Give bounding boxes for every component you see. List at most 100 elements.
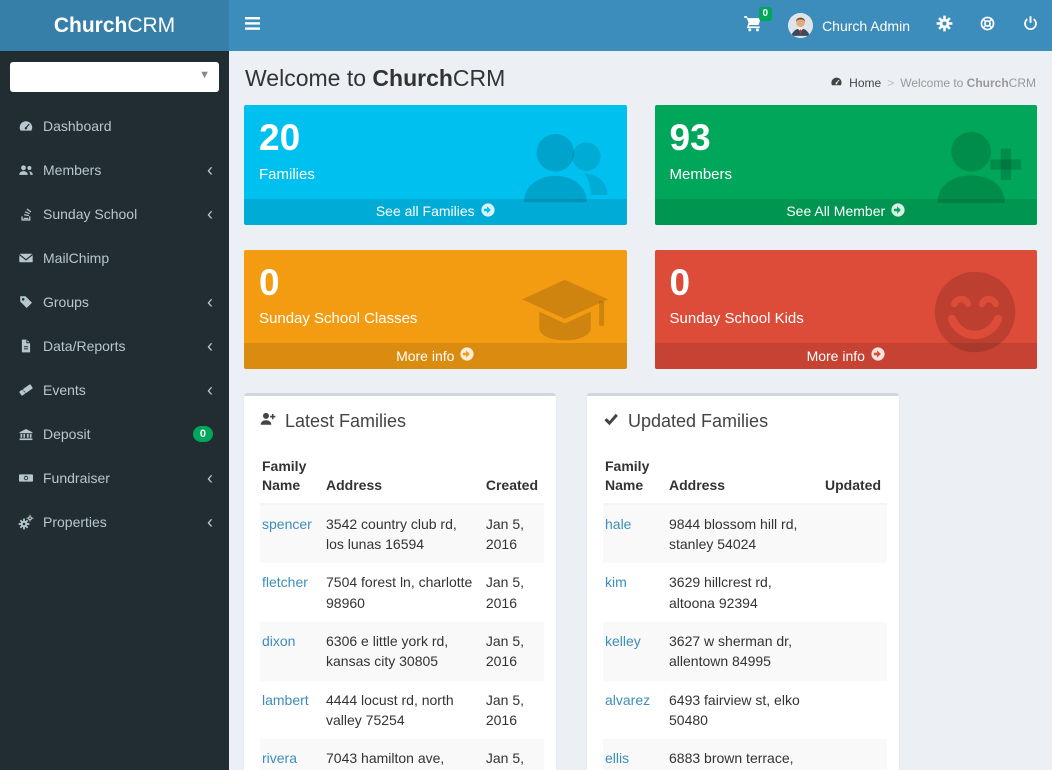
brand-light: CRM: [127, 13, 176, 37]
see-all-families-label: See all Families: [375, 203, 475, 220]
sidebar-item-label: Deposit: [43, 426, 91, 442]
chevron-left-icon: ‹: [207, 292, 213, 312]
breadcrumb-home-link[interactable]: Home: [849, 76, 882, 90]
sidebar-item-fundraiser[interactable]: Fundraiser ‹: [0, 456, 229, 500]
logout-button[interactable]: [1009, 0, 1052, 51]
families-count: 20: [259, 117, 301, 158]
table-row: kim 3629 hillcrest rd, altoona 92394: [603, 563, 887, 622]
table-row: ellis 6883 brown terrace, santa ana 4866…: [603, 739, 887, 770]
chevron-left-icon: ‹: [207, 380, 213, 400]
family-address: 3627 w sherman dr, allentown 84995: [669, 633, 792, 670]
arrow-circle-right-icon: [481, 202, 495, 220]
family-link[interactable]: rivera: [262, 750, 298, 767]
user-menu[interactable]: Church Admin: [775, 0, 923, 51]
deposit-count-badge: 0: [192, 426, 213, 442]
info-boxes: 20 Families See all Families 93 Members …: [244, 105, 1038, 370]
sidebar-item-mailchimp[interactable]: MailChimp: [0, 236, 229, 280]
sunday-school-kids-info-box: 0 Sunday School Kids More info: [654, 249, 1038, 370]
sidebar-item-groups[interactable]: Groups ‹: [0, 280, 229, 324]
chevron-left-icon: ‹: [207, 512, 213, 532]
navbar: 0 Church Admin: [229, 0, 1052, 51]
family-link[interactable]: kelley: [605, 633, 641, 650]
family-link[interactable]: hale: [605, 515, 632, 532]
dashboard-icon: [18, 118, 35, 134]
chevron-down-icon: ▼: [199, 69, 210, 81]
settings-button[interactable]: [923, 0, 966, 51]
page-title-prefix: Welcome to: [245, 65, 373, 91]
sunday-school-classes-label: Sunday School Classes: [259, 310, 418, 328]
column-header: Address: [667, 449, 823, 505]
family-address: 9844 blossom hill rd, stanley 54024: [669, 515, 798, 553]
family-link[interactable]: dixon: [262, 633, 296, 650]
sidebar-item-properties[interactable]: Properties ‹: [0, 500, 229, 544]
sidebar-item-events[interactable]: Events ‹: [0, 368, 229, 412]
family-link[interactable]: spencer: [262, 515, 312, 532]
sidebar-item-deposit[interactable]: Deposit 0: [0, 412, 229, 456]
family-created: Jan 5, 2016: [485, 691, 524, 728]
family-link[interactable]: alvarez: [605, 691, 651, 708]
gear-icon: [936, 15, 953, 37]
sunday-school-kids-inner: 0 Sunday School Kids: [655, 250, 1038, 344]
family-created: Jan 5, 2016: [485, 633, 524, 670]
table-row: hale 9844 blossom hill rd, stanley 54024: [603, 503, 887, 564]
sidebar-item-dashboard[interactable]: Dashboard: [0, 104, 229, 148]
family-link[interactable]: lambert: [262, 691, 309, 708]
sunday-school-kids-more-info-link[interactable]: More info: [654, 343, 1037, 370]
family-address: 7504 forest ln, charlotte 98960: [326, 574, 473, 611]
family-link[interactable]: kim: [605, 574, 627, 591]
latest-families-body: Family Name Address Created spencer 3542…: [244, 445, 556, 770]
sidebar: ▼ Dashboard Members ‹ Sunday School ‹ Ma…: [0, 51, 229, 770]
sidebar-item-sunday-school[interactable]: Sunday School ‹: [0, 192, 229, 236]
sidebar-item-label: MailChimp: [43, 250, 110, 266]
file-report-icon: [18, 338, 35, 354]
page-title-bold: Church: [372, 65, 453, 91]
breadcrumb: Home > Welcome to ChurchCRM: [830, 75, 1036, 91]
family-link[interactable]: ellis: [605, 750, 630, 767]
user-name: Church Admin: [822, 17, 910, 34]
table-row: fletcher 7504 forest ln, charlotte 98960…: [260, 563, 544, 622]
updated-families-header: Updated Families: [587, 396, 899, 445]
table-row: kelley 3627 w sherman dr, allentown 8499…: [603, 622, 887, 681]
dashboard-icon: [830, 75, 843, 91]
arrow-circle-right-icon: [871, 347, 885, 364]
tag-icon: [18, 294, 35, 310]
families-info-box-inner: 20 Families: [244, 105, 627, 199]
cart-button[interactable]: 0: [730, 0, 775, 51]
power-icon: [1022, 15, 1039, 37]
see-all-families-link[interactable]: See all Families: [244, 198, 627, 225]
navigation-search-select[interactable]: ▼: [10, 62, 219, 92]
help-button[interactable]: [966, 0, 1009, 51]
ticket-icon: [18, 382, 35, 398]
members-info-box: 93 Members See All Member: [654, 105, 1037, 225]
latest-families-title: Latest Families: [285, 411, 407, 432]
sunday-school-kids-count: 0: [669, 261, 691, 303]
arrow-circle-right-icon: [460, 347, 475, 364]
sunday-school-icon: [18, 206, 35, 222]
gears-icon: [18, 514, 35, 530]
members-count: 93: [669, 117, 711, 158]
latest-families-header: Latest Families: [244, 396, 556, 445]
column-header: Family Name: [603, 449, 667, 505]
see-all-members-link[interactable]: See All Member: [654, 198, 1037, 225]
brand-logo[interactable]: Church CRM: [0, 0, 229, 51]
family-link[interactable]: fletcher: [262, 574, 308, 591]
breadcrumb-active-bold: Church: [966, 76, 1009, 90]
updated-families-panel: Updated Families Family Name Address Upd…: [587, 393, 899, 770]
breadcrumb-active-rest: CRM: [1008, 76, 1036, 90]
table-row: dixon 6306 e little york rd, kansas city…: [260, 622, 544, 681]
more-info-label: More info: [396, 347, 455, 364]
chevron-left-icon: ‹: [207, 160, 213, 180]
sunday-school-classes-info-box: 0 Sunday School Classes More info: [244, 249, 627, 370]
sidebar-item-label: Data/Reports: [43, 338, 126, 354]
user-avatar: [788, 13, 814, 38]
sidebar-item-data-reports[interactable]: Data/Reports ‹: [0, 324, 229, 368]
sidebar-item-members[interactable]: Members ‹: [0, 148, 229, 192]
sidebar-toggle-button[interactable]: [229, 0, 275, 51]
latest-families-table: Family Name Address Created spencer 3542…: [260, 449, 544, 770]
sunday-school-kids-label: Sunday School Kids: [669, 310, 804, 328]
navbar-right: 0 Church Admin: [730, 0, 1052, 51]
breadcrumb-separator: >: [887, 76, 895, 90]
family-updated: [823, 681, 887, 740]
chevron-left-icon: ‹: [207, 336, 213, 356]
sunday-school-classes-more-info-link[interactable]: More info: [244, 343, 627, 370]
